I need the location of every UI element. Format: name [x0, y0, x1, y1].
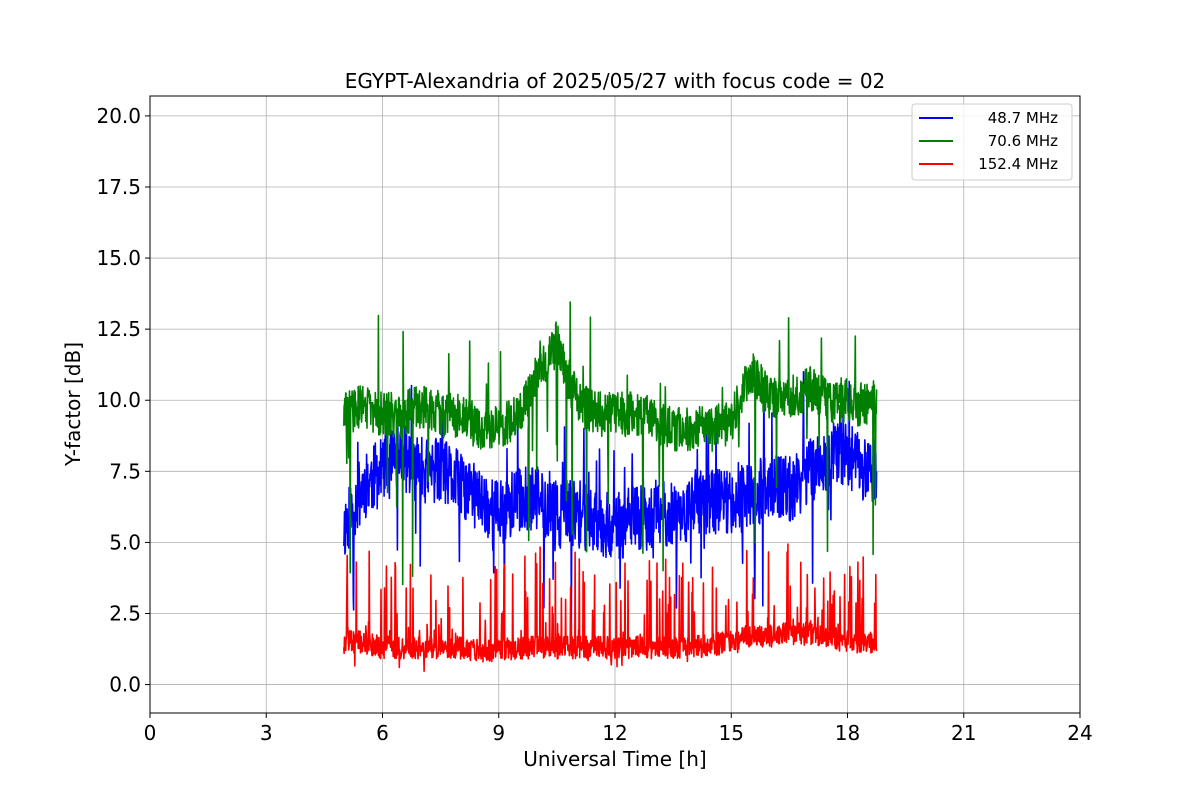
x-tick-label: 12 [602, 721, 627, 745]
y-axis-label: Y-factor [dB] [61, 342, 85, 467]
x-tick-label: 9 [492, 721, 505, 745]
y-tick-label: 20.0 [96, 104, 141, 128]
y-tick-label: 15.0 [96, 246, 141, 270]
series-line-1 [343, 301, 878, 586]
y-tick-label: 17.5 [96, 175, 141, 199]
y-tick-label: 10.0 [96, 388, 141, 412]
y-axis-ticks: 0.0 2.5 5.0 7.5 10.0 12.5 15.0 17.5 20.0 [96, 104, 150, 697]
series-line-2 [343, 543, 878, 672]
legend-label: 70.6 MHz [988, 132, 1058, 150]
x-tick-label: 15 [719, 721, 744, 745]
x-tick-label: 24 [1067, 721, 1092, 745]
x-tick-label: 21 [951, 721, 976, 745]
y-tick-label: 7.5 [109, 459, 141, 483]
x-tick-label: 0 [144, 721, 157, 745]
series-line-0 [343, 371, 878, 642]
x-tick-label: 6 [376, 721, 389, 745]
y-tick-label: 2.5 [109, 601, 141, 625]
legend-box [911, 103, 1073, 181]
plot-lines [343, 301, 878, 672]
legend: 48.7 MHz 70.6 MHz 152.4 MHz [911, 103, 1073, 181]
y-tick-label: 0.0 [109, 673, 141, 697]
x-tick-label: 18 [835, 721, 860, 745]
chart-title: EGYPT-Alexandria of 2025/05/27 with focu… [345, 69, 886, 93]
legend-label: 152.4 MHz [978, 155, 1058, 173]
y-tick-label: 12.5 [96, 317, 141, 341]
y-tick-label: 5.0 [109, 530, 141, 554]
x-axis-ticks: 0 3 6 9 12 15 18 21 24 [144, 713, 1093, 745]
x-tick-label: 3 [260, 721, 273, 745]
legend-label: 48.7 MHz [988, 109, 1058, 127]
x-axis-label: Universal Time [h] [523, 747, 706, 771]
